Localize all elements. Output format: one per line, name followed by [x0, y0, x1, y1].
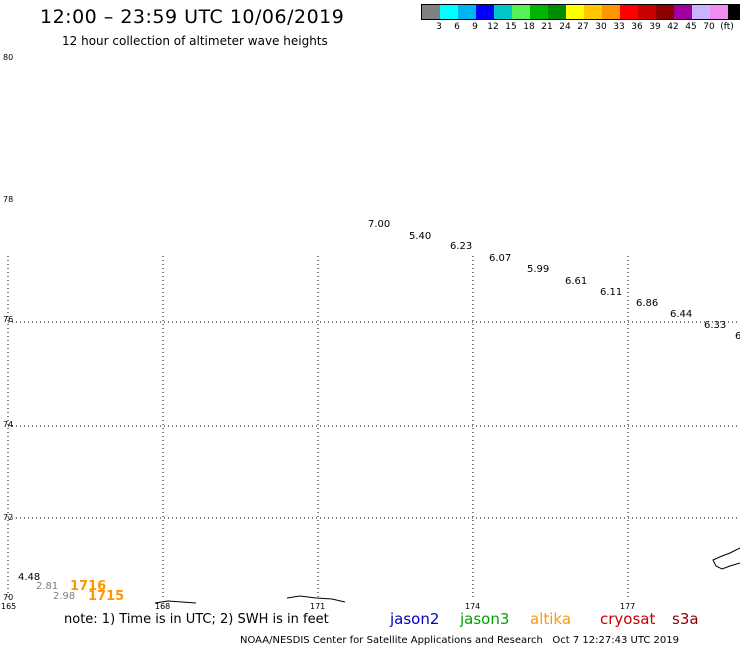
lat-label: 72	[3, 513, 13, 522]
color-scale-label: 45	[685, 22, 697, 32]
wave-height-label: 6.33	[704, 320, 726, 331]
wave-height-label: 2.98	[53, 591, 75, 602]
color-scale-label: 9	[472, 22, 478, 32]
color-scale-swatch	[422, 5, 440, 19]
credit-source: NOAA/NESDIS Center for Satellite Applica…	[240, 635, 543, 646]
lat-label: 78	[3, 195, 13, 204]
color-scale-label: 6	[454, 22, 460, 32]
wave-height-label: 7.00	[368, 219, 390, 230]
color-scale-label: 36	[631, 22, 643, 32]
color-scale-swatch	[548, 5, 566, 19]
color-scale-swatch	[512, 5, 530, 19]
satellite-altika: altika	[530, 610, 572, 628]
wave-height-label: 6.07	[489, 253, 511, 264]
color-scale-label: (ft)	[720, 22, 734, 32]
color-scale-swatch	[458, 5, 476, 19]
color-scale-swatch	[566, 5, 584, 19]
wave-height-label: 6.86	[636, 298, 658, 309]
lat-label: 80	[3, 53, 13, 62]
color-scale-swatch	[728, 5, 740, 19]
color-scale-swatch	[692, 5, 710, 19]
credit-timestamp: Oct 7 12:27:43 UTC 2019	[552, 635, 679, 646]
pass-time-label: 1715	[88, 589, 124, 604]
lon-label: 177	[620, 602, 635, 611]
color-scale-swatch	[656, 5, 674, 19]
pass-time-label: 1716	[70, 579, 106, 594]
color-scale-swatch	[584, 5, 602, 19]
color-scale-label: 30	[595, 22, 607, 32]
satellite-legend: jason2	[390, 609, 439, 628]
color-scale-swatch	[710, 5, 728, 19]
observation-labels: 7.00 5.40 6.23 6.07 5.99 6.61 6.11 6.86 …	[18, 219, 740, 602]
lon-label: 165	[1, 602, 16, 611]
color-scale-swatch	[530, 5, 548, 19]
wave-height-label: 6.23	[450, 241, 472, 252]
wave-height-label: 4.48	[18, 572, 40, 583]
wave-height-label: 5.99	[527, 264, 549, 275]
credit-line: NOAA/NESDIS Center for Satellite Applica…	[240, 635, 679, 646]
wave-height-label: 5.40	[409, 231, 431, 242]
color-scale-bar	[421, 4, 740, 20]
lon-label: 174	[465, 602, 480, 611]
color-scale-label: 15	[505, 22, 517, 32]
color-scale-label: 70	[703, 22, 715, 32]
footnote: note: 1) Time is in UTC; 2) SWH is in fe…	[64, 612, 329, 627]
color-scale-label: 18	[523, 22, 535, 32]
color-scale-label: 21	[541, 22, 553, 32]
color-scale-label: 24	[559, 22, 571, 32]
color-scale-legend: 3 6 9 12 15 18 21 24 27 30 33 36 39 42 45 70 (ft)	[421, 4, 740, 34]
color-scale-swatch	[602, 5, 620, 19]
color-scale-label: 27	[577, 22, 589, 32]
color-scale-labels: 3 6 9 12 15 18 21 24 27 30 33 36 39 42 45 70 (ft)	[421, 20, 740, 34]
color-scale-swatch	[440, 5, 458, 19]
lat-label: 76	[3, 315, 13, 324]
coastline	[154, 547, 740, 604]
color-scale-swatch	[674, 5, 692, 19]
lat-label: 70	[3, 593, 13, 602]
wave-height-label: 6.11	[600, 287, 622, 298]
lon-label: 171	[310, 602, 325, 611]
wave-height-label: 6.44	[670, 309, 692, 320]
color-scale-label: 33	[613, 22, 625, 32]
color-scale-swatch	[476, 5, 494, 19]
color-scale-swatch	[494, 5, 512, 19]
color-scale-label: 12	[487, 22, 499, 32]
satellite-s3a: s3a	[672, 610, 699, 628]
color-scale-swatch	[638, 5, 656, 19]
satellite-jason2: jason2	[390, 610, 440, 628]
page-title: 12:00 – 23:59 UTC 10/06/2019	[40, 6, 345, 28]
color-scale-label: 42	[667, 22, 679, 32]
lon-label: 168	[155, 602, 170, 611]
lat-label: 74	[3, 420, 13, 429]
page-subtitle: 12 hour collection of altimeter wave hei…	[62, 34, 328, 48]
satellite-cryosat: cryosat	[600, 610, 656, 628]
wave-height-label: 2.81	[36, 581, 58, 592]
satellite-jason3: jason3	[460, 610, 510, 628]
wave-height-label: 6	[735, 331, 740, 342]
color-scale-swatch	[620, 5, 638, 19]
map-grid	[7, 256, 740, 600]
color-scale-label: 3	[436, 22, 442, 32]
wave-height-label: 6.61	[565, 276, 587, 287]
color-scale-label: 39	[649, 22, 661, 32]
